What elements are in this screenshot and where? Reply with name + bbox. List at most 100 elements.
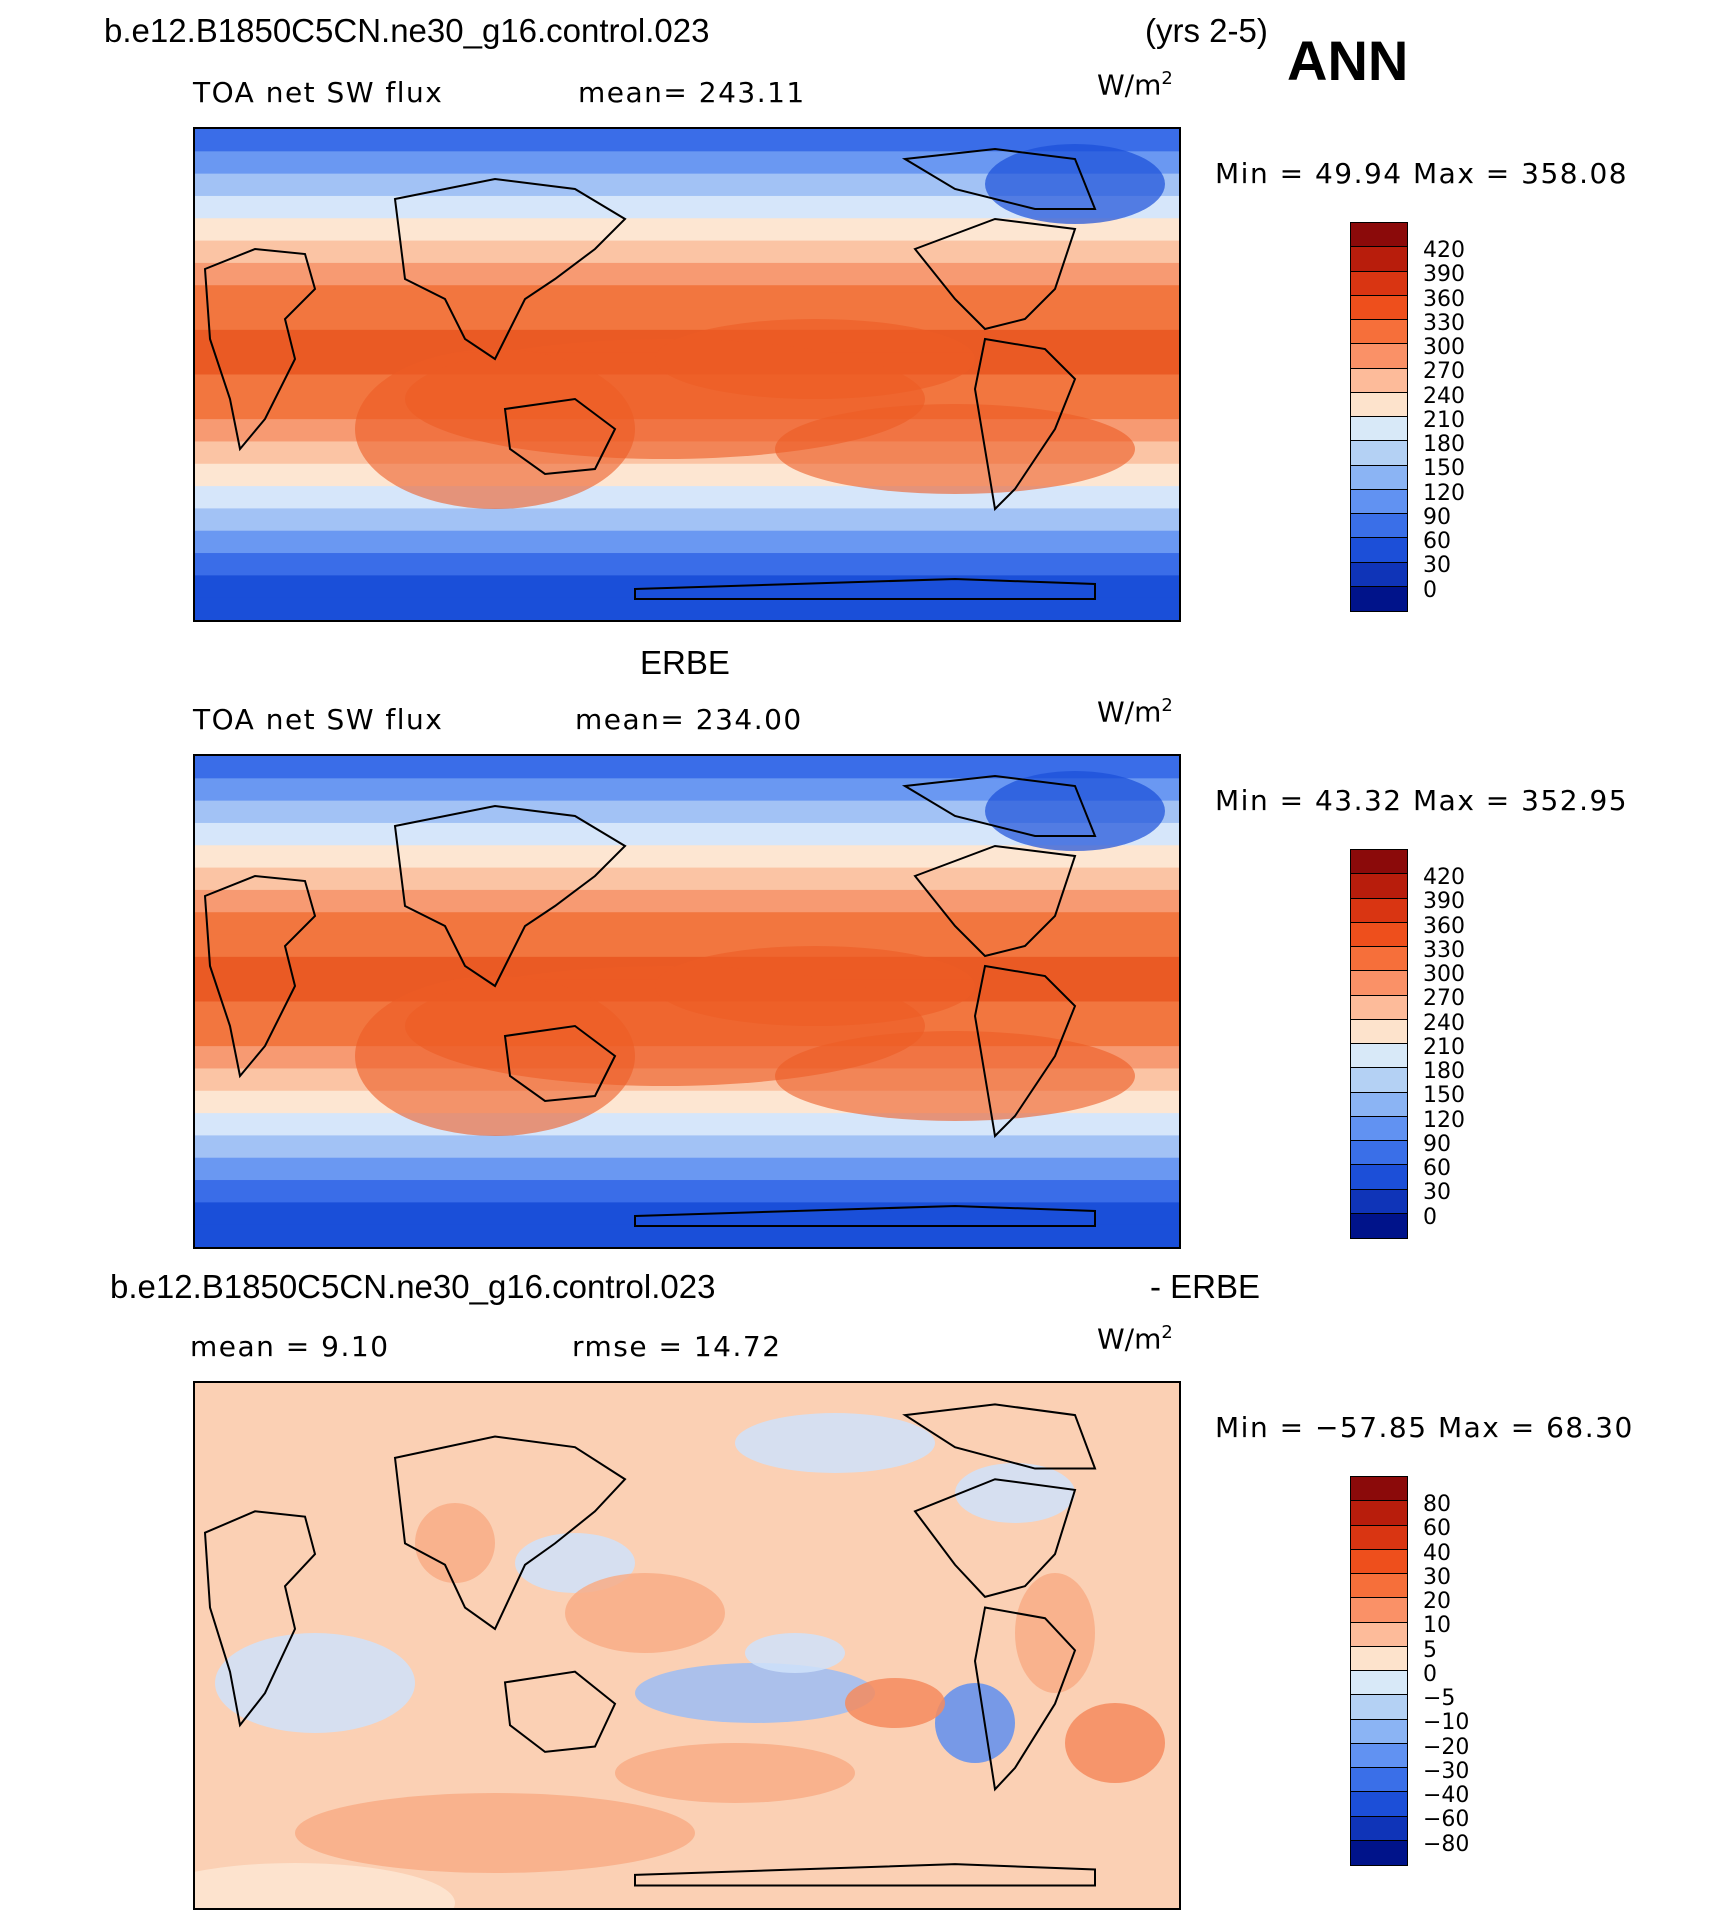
colorbar-tick-label: 5: [1423, 1637, 1437, 1663]
colorbar-swatch: [1351, 489, 1407, 514]
coastline: [905, 149, 1095, 209]
colorbar-swatch: [1351, 223, 1407, 248]
coastline: [915, 1479, 1075, 1597]
panel3-mean: mean = 9.10: [190, 1330, 390, 1363]
coastline: [915, 219, 1075, 329]
colorbar-tick-label: 60: [1423, 1156, 1451, 1181]
colorbar-tick-label: 10: [1423, 1613, 1451, 1639]
map-band: [195, 553, 1179, 577]
colorbar-tick-label: 60: [1423, 529, 1451, 554]
panel2-map-field: [195, 756, 1179, 1247]
map-band: [195, 800, 1179, 824]
map-band: [195, 597, 1179, 620]
colorbar-swatch: [1351, 1622, 1407, 1647]
colorbar-tick-label: 210: [1423, 1034, 1465, 1060]
colorbar-swatch: [1351, 368, 1407, 393]
panel2-units: W/m2: [1097, 695, 1173, 729]
map-band: [195, 195, 1179, 220]
map-blob: [355, 976, 635, 1136]
colorbar-tick-label: 150: [1423, 1083, 1465, 1109]
colorbar-tick-label: −5: [1423, 1686, 1456, 1711]
map-band: [195, 240, 1179, 264]
colorbar-tick-label: 360: [1423, 913, 1465, 939]
panel1-colorbar: [1350, 222, 1408, 612]
colorbar-swatch: [1351, 465, 1407, 490]
colorbar-swatch: [1351, 1068, 1407, 1093]
colorbar-swatch: [1351, 922, 1407, 947]
map-blob: [655, 319, 975, 399]
map-band: [195, 1157, 1179, 1182]
colorbar-tick-label: −40: [1423, 1783, 1470, 1808]
colorbar-tick-label: 30: [1423, 1564, 1451, 1590]
panel3-map: [193, 1381, 1181, 1910]
colorbar-tick-label: 40: [1423, 1540, 1451, 1566]
coastline: [635, 1206, 1095, 1226]
colorbar-tick-label: 20: [1423, 1589, 1451, 1614]
map-band: [195, 262, 1179, 287]
map-band: [195, 508, 1179, 532]
colorbar-swatch: [1351, 1165, 1407, 1190]
coastline: [975, 966, 1075, 1136]
colorbar-swatch: [1351, 1840, 1407, 1865]
colorbar-swatch: [1351, 1768, 1407, 1793]
colorbar-tick-label: −30: [1423, 1758, 1470, 1784]
colorbar-tick-label: 0: [1423, 1204, 1437, 1230]
map-band: [195, 530, 1179, 555]
map-band: [195, 173, 1179, 197]
coastline: [205, 1511, 315, 1725]
coastline: [505, 399, 615, 474]
colorbar-swatch: [1351, 947, 1407, 972]
coastline: [915, 846, 1075, 956]
map-band: [195, 778, 1179, 802]
map-band: [195, 129, 1179, 153]
map-band: [195, 218, 1179, 242]
map-blob: [775, 404, 1135, 494]
colorbar-swatch: [1351, 1019, 1407, 1044]
panel2-variable: TOA net SW flux: [193, 703, 444, 736]
map-blob: [985, 771, 1165, 851]
map-blob: [935, 1683, 1015, 1763]
colorbar-tick-label: 120: [1423, 480, 1465, 506]
map-blob: [565, 1573, 725, 1653]
colorbar-tick-label: 420: [1423, 238, 1465, 263]
colorbar-tick-label: −10: [1423, 1710, 1470, 1736]
map-band: [195, 1135, 1179, 1159]
colorbar-swatch: [1351, 1792, 1407, 1817]
panel2-minmax: Min = 43.32 Max = 352.95: [1215, 784, 1629, 817]
coastline: [905, 1404, 1095, 1468]
map-blob: [355, 349, 635, 509]
panel3-colorbar: [1350, 1476, 1408, 1866]
colorbar-swatch: [1351, 1574, 1407, 1599]
colorbar-swatch: [1351, 1477, 1407, 1502]
colorbar-tick-label: 300: [1423, 962, 1465, 987]
map-blob: [1065, 1703, 1165, 1783]
map-band: [195, 307, 1179, 331]
panel2-map: [193, 754, 1181, 1249]
map-blob: [655, 946, 975, 1026]
panel3-title-right: - ERBE: [1150, 1268, 1261, 1305]
colorbar-swatch: [1351, 850, 1407, 875]
map-band: [195, 934, 1179, 958]
colorbar-tick-label: 270: [1423, 986, 1465, 1012]
map-blob: [515, 1533, 635, 1593]
colorbar-tick-label: 0: [1423, 1661, 1437, 1687]
colorbar-swatch: [1351, 971, 1407, 996]
colorbar-swatch: [1351, 1189, 1407, 1214]
colorbar-swatch: [1351, 344, 1407, 369]
panel3-units: W/m2: [1097, 1322, 1173, 1356]
map-band: [195, 1224, 1179, 1247]
panel3-title-left: b.e12.B1850C5CN.ne30_g16.control.023: [110, 1268, 716, 1305]
colorbar-swatch: [1351, 1549, 1407, 1574]
colorbar-tick-label: 240: [1423, 383, 1465, 409]
panel2-title: ERBE: [640, 644, 730, 681]
colorbar-swatch: [1351, 562, 1407, 587]
colorbar-tick-label: 420: [1423, 865, 1465, 890]
colorbar-tick-label: 150: [1423, 456, 1465, 482]
coastline: [905, 776, 1095, 836]
colorbar-tick-label: 270: [1423, 359, 1465, 385]
colorbar-swatch: [1351, 898, 1407, 923]
panel2-colorbar: [1350, 849, 1408, 1239]
coastline: [395, 806, 625, 986]
coastline: [635, 579, 1095, 599]
colorbar-tick-label: 180: [1423, 432, 1465, 457]
